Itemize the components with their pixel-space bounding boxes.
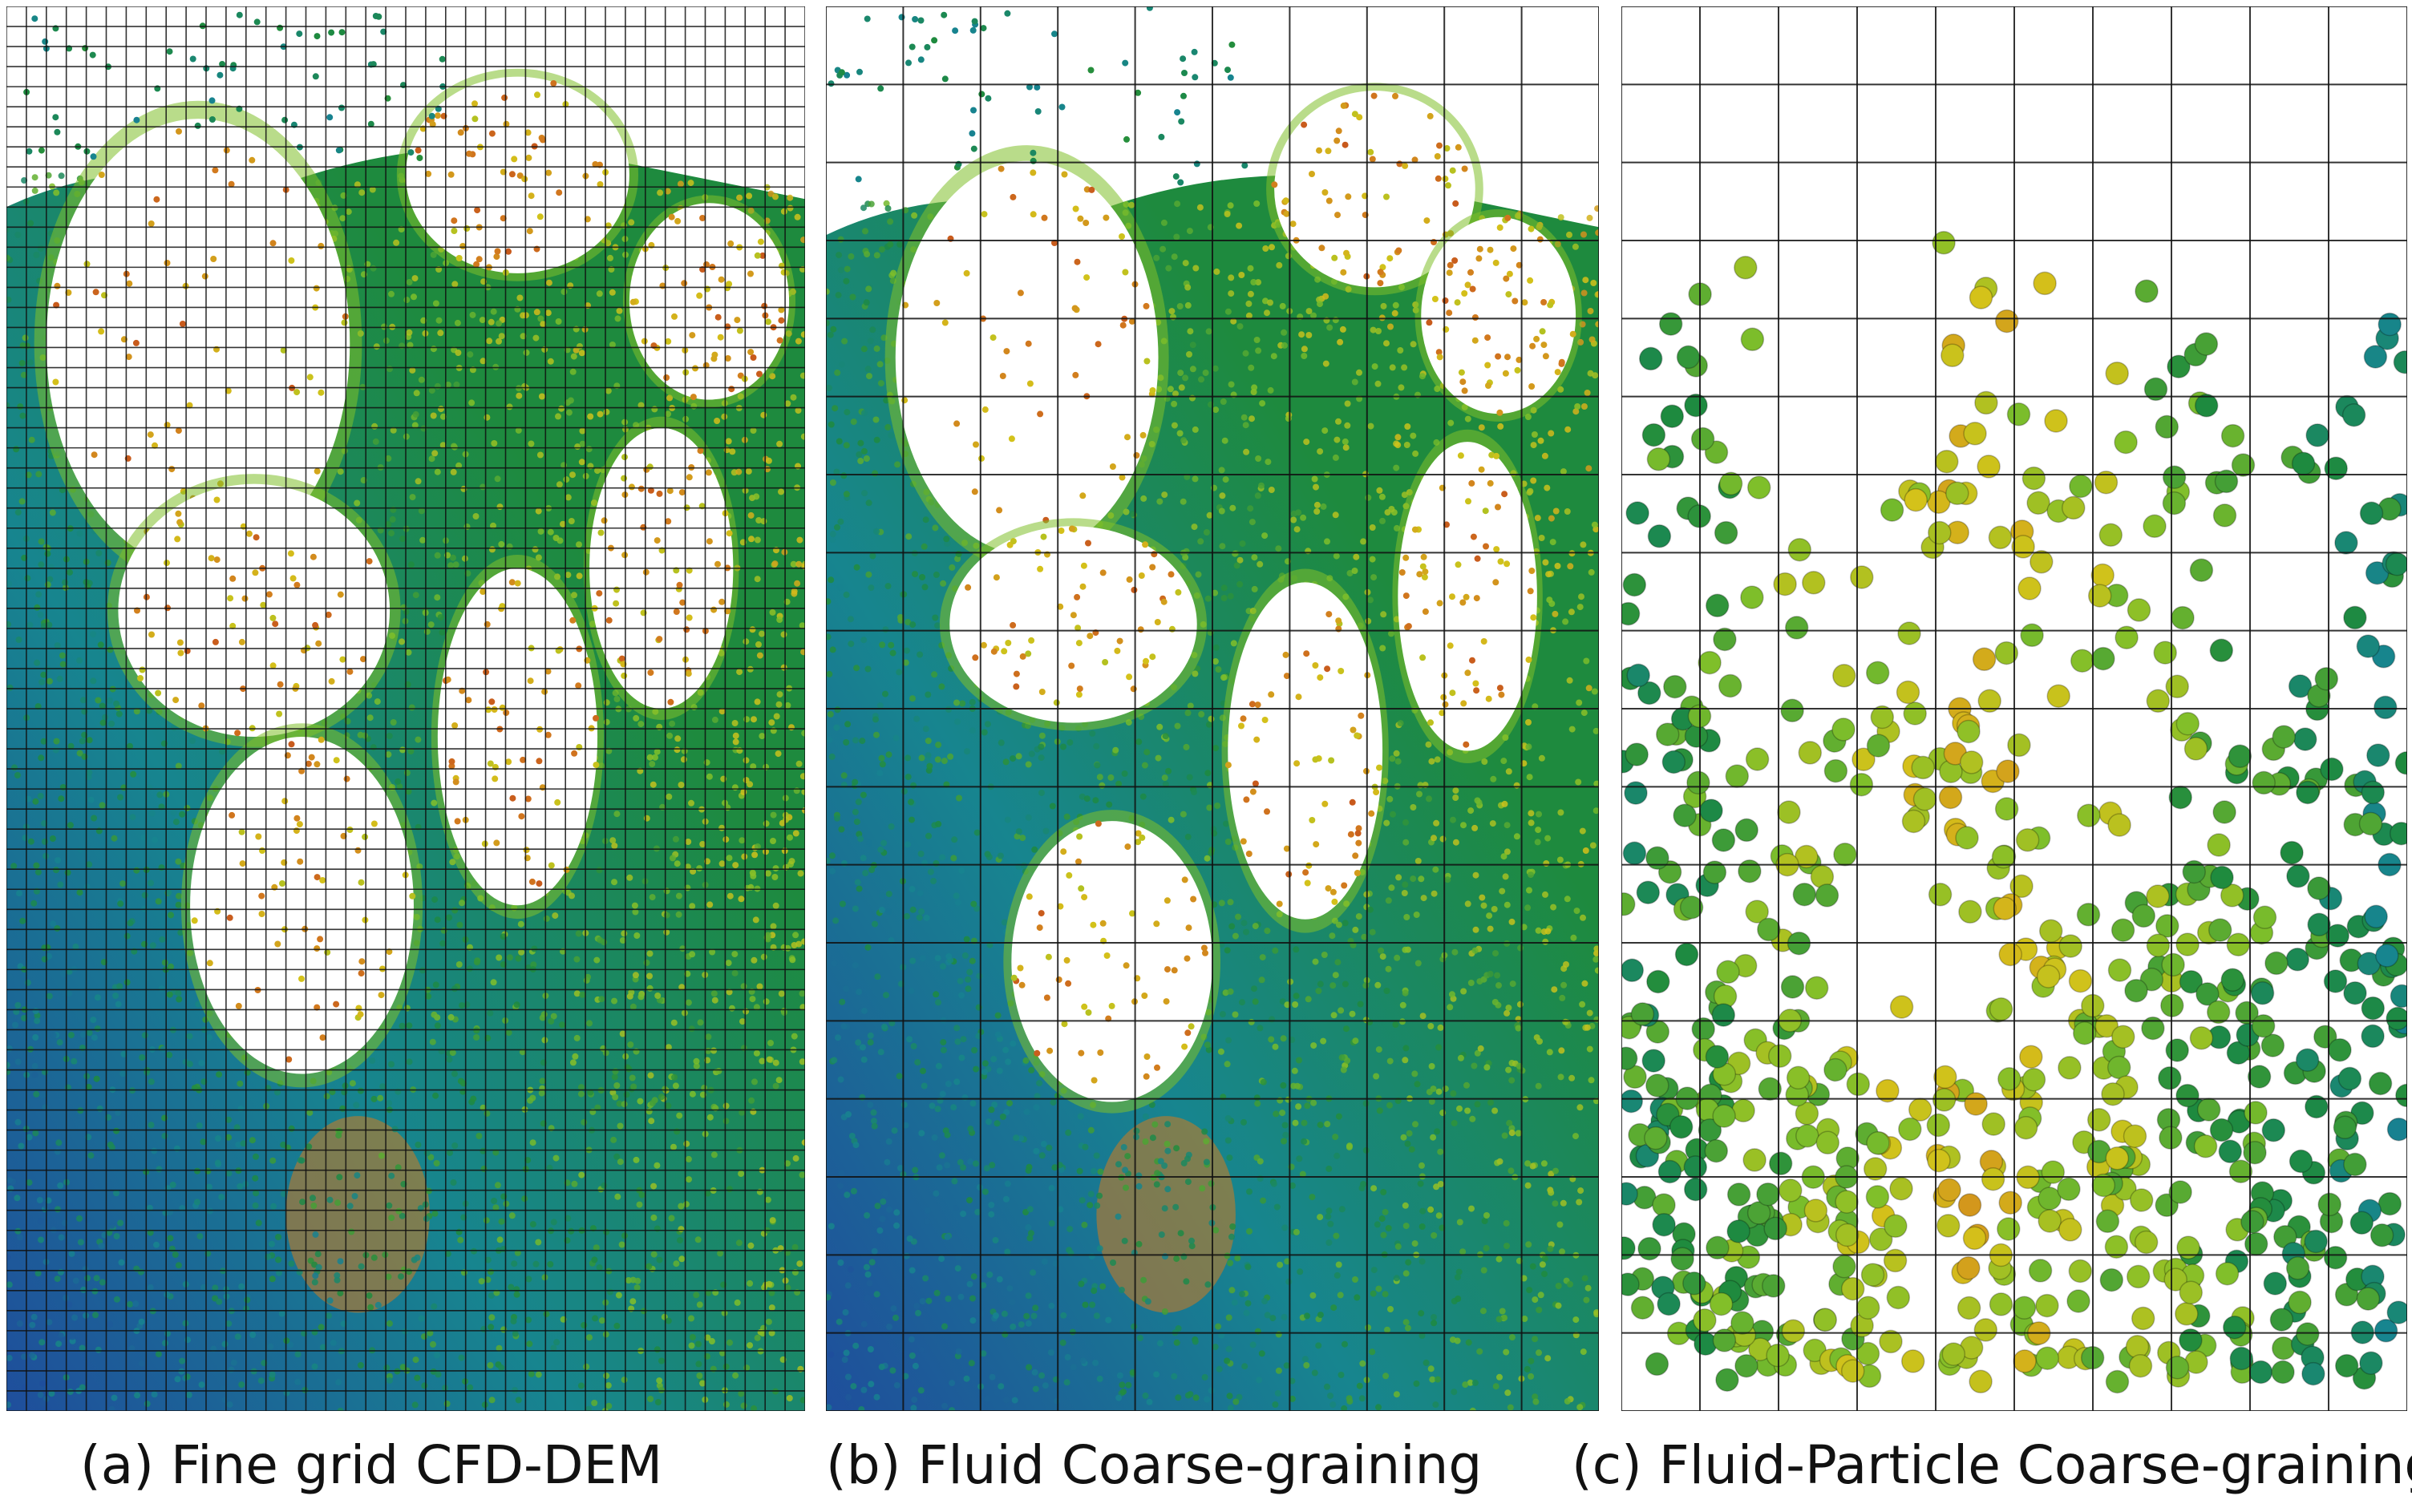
bubble-void xyxy=(46,119,350,568)
bubble-void xyxy=(1274,91,1475,288)
bubble-void xyxy=(1228,582,1383,920)
caption-panel-c: (c) Fluid-Particle Coarse-graining xyxy=(1572,1434,2412,1496)
panel-fluid-particle-coarse-graining xyxy=(1621,6,2407,1411)
caption-panel-a: (a) Fine grid CFD-DEM xyxy=(80,1434,663,1496)
hot-region xyxy=(1096,1116,1236,1313)
bubble-void xyxy=(118,483,391,738)
bubble-void xyxy=(895,160,1159,555)
panel-c-render xyxy=(1621,6,2407,1411)
panel-fluid-coarse-graining xyxy=(826,6,1599,1411)
hot-region xyxy=(285,1116,430,1313)
bubble-void xyxy=(1011,821,1212,1102)
panel-a-render xyxy=(6,6,805,1411)
panel-fine-grid-cfd-dem xyxy=(6,6,805,1411)
caption-panel-b: (b) Fluid Coarse-graining xyxy=(826,1434,1483,1496)
bubble-void xyxy=(1421,216,1576,414)
bubble-void xyxy=(190,737,414,1074)
panel-b-render xyxy=(826,6,1599,1411)
